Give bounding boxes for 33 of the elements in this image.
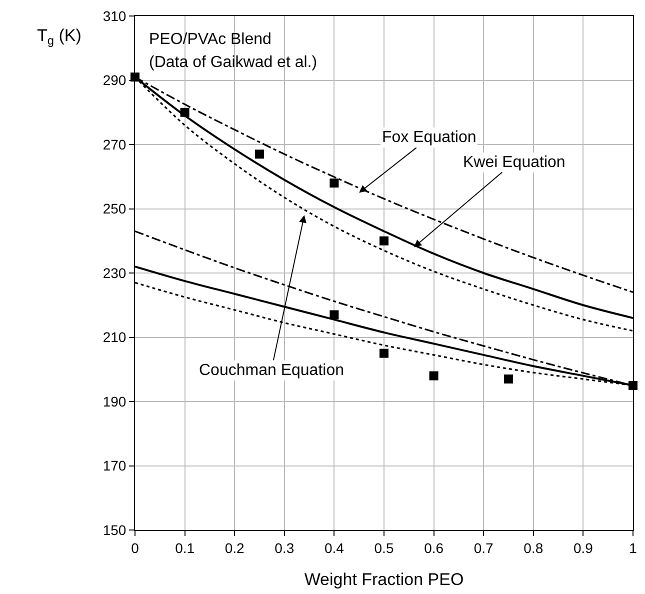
x-tick-label: 0.4 [324,540,344,556]
x-tick-label: 0.8 [524,540,544,556]
y-tick-label: 290 [102,72,126,88]
point [330,178,339,188]
y-tick-label: 250 [102,200,126,217]
y-tick-label: 210 [102,329,126,346]
x-tick-label: 0.2 [224,540,245,556]
annotation: Couchman Equation [199,362,344,379]
x-tick-label: 0.9 [573,540,594,556]
point [429,371,438,380]
x-tick-label: 0.7 [474,540,494,556]
y-tick-label: 170 [102,458,126,474]
x-tick-label: 0.5 [374,540,394,556]
point [380,348,388,358]
y-tick-label: 150 [102,522,126,538]
x-tick-label: 0.6 [424,540,444,556]
y-tick-label: 310 [102,8,126,24]
x-tick-label: 0 [131,540,140,556]
annotation: Kwei Equation [463,154,566,171]
y-axis-title: T$_{g}$ (K) [37,26,82,48]
annotation: (Data of Gaikwad et al.) [149,54,318,71]
point [380,236,388,246]
annotation: PEO/PVAc Blend [149,31,272,48]
x-axis-title: Weight Fraction PEO [304,570,464,590]
x-tick-label: 1 [629,540,638,556]
x-tick-label: 0.3 [274,540,294,556]
point [504,374,513,384]
y-tick-label: 190 [102,393,126,410]
annotation: Fox Equation [382,129,476,146]
y-tick-label: 230 [102,264,126,281]
x-tick-label: 0.1 [175,540,195,556]
point [255,150,264,159]
y-tick-label: 270 [102,136,126,152]
